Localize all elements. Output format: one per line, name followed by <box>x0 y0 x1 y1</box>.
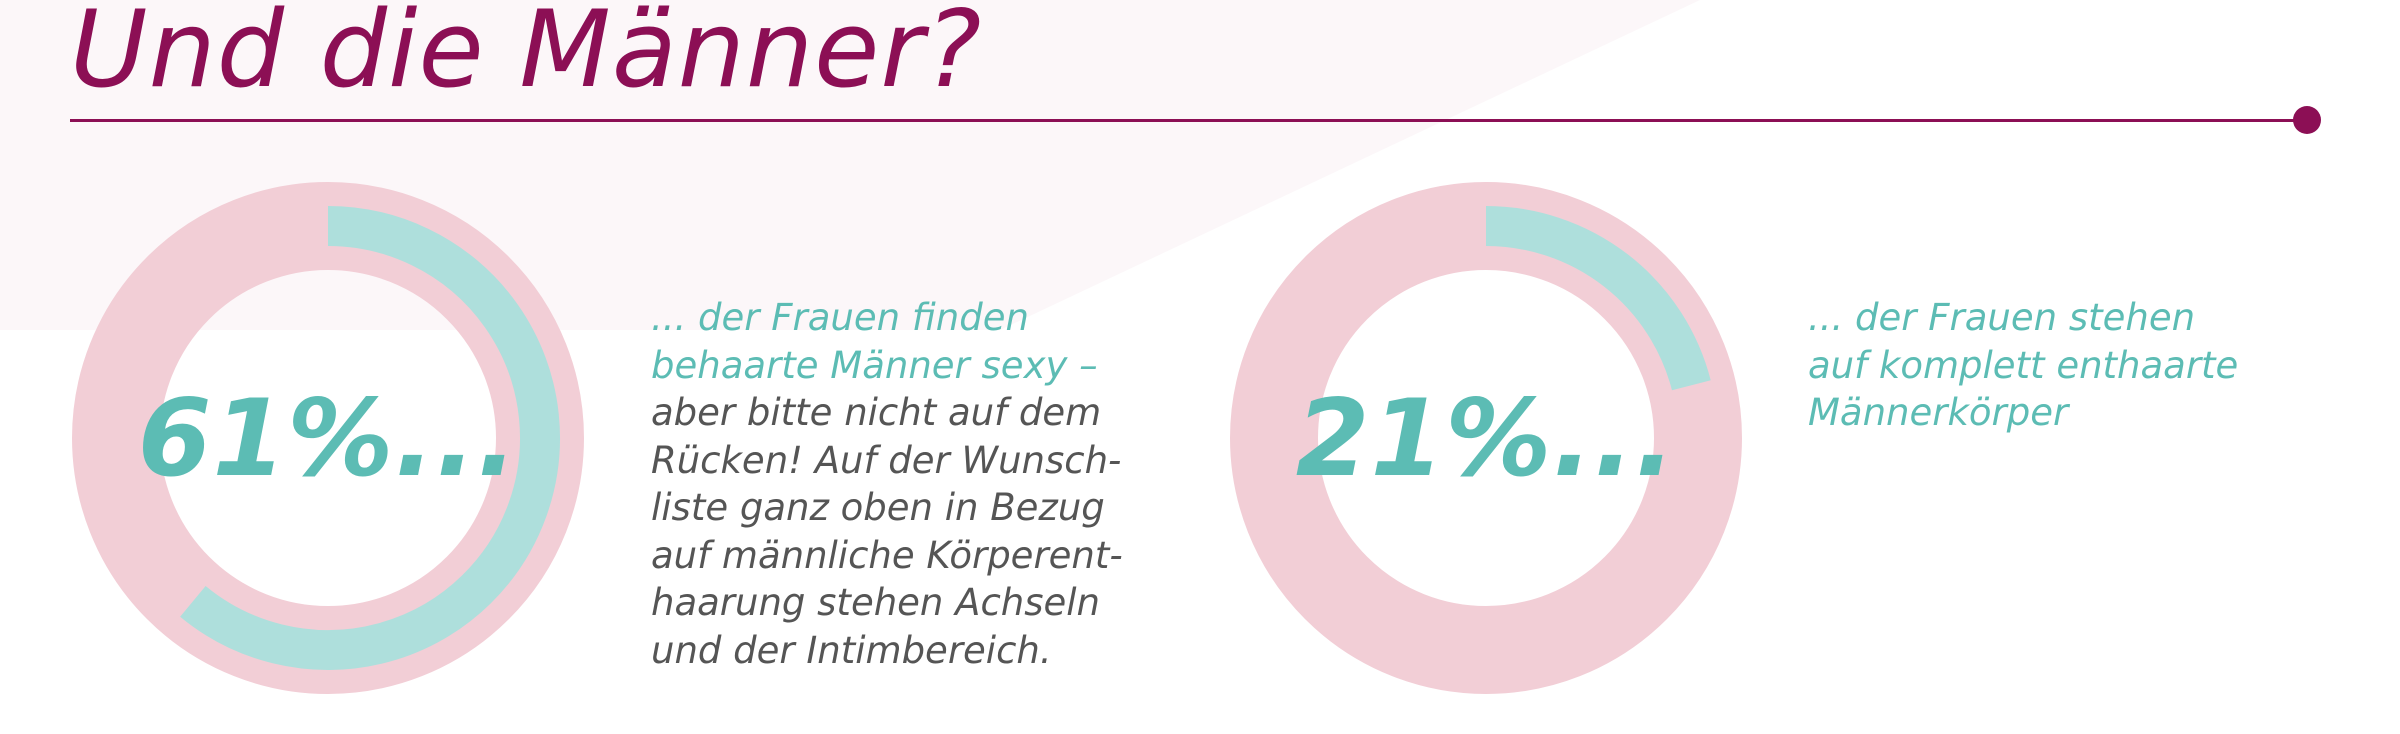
donut-2-value-arc <box>1485 206 1711 391</box>
description-2-highlight-line: ... der Frauen stehen <box>1808 296 2196 339</box>
description-1-body-line: Rücken! Auf der Wunsch- <box>651 438 1122 482</box>
title-divider <box>70 119 2306 122</box>
description-2-highlight-line: Männerkörper <box>1808 391 2069 434</box>
description-1-body-line: liste ganz oben in Bezug <box>651 486 1105 529</box>
donut-1-percent-label: 61%... <box>137 376 519 500</box>
donut-2-percent-label: 21%... <box>1295 376 1677 500</box>
description-1-highlight-line: ... der Frauen finden <box>651 296 1029 339</box>
page-title: Und die Männer? <box>70 0 983 111</box>
description-2-highlight-line: auf komplett enthaarte <box>1808 343 2239 387</box>
donut-1-value-arc <box>180 206 560 670</box>
description-1-body-line: haarung stehen Achseln <box>651 581 1101 624</box>
description-1: ... der Frauen finden behaarte Männer se… <box>651 294 1123 674</box>
divider-dot <box>2293 106 2321 134</box>
description-2: ... der Frauen stehen auf komplett entha… <box>1808 294 2238 437</box>
donut-chart-2: 21%... <box>1228 180 1744 696</box>
description-1-body-line: aber bitte nicht auf dem <box>651 391 1102 434</box>
description-1-body-line: und der Intimbereich. <box>651 628 1052 672</box>
description-1-body-line: auf männliche Körperent- <box>651 533 1123 577</box>
donut-chart-1-svg <box>72 182 584 694</box>
donut-chart-1: 61%... <box>70 180 586 696</box>
donut-chart-2-svg <box>1230 182 1742 694</box>
description-1-highlight-line: behaarte Männer sexy – <box>651 343 1098 387</box>
